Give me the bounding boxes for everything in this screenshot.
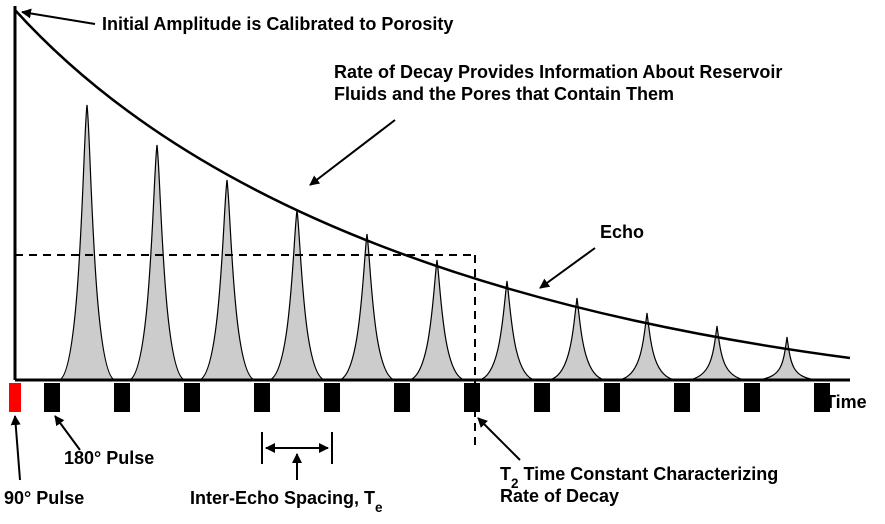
pulse-180-3 — [184, 383, 200, 412]
arrow-180-pulse — [55, 416, 80, 450]
label-rate-of-decay-line2: Fluids and the Pores that Contain Them — [334, 84, 674, 104]
echo-1 — [59, 105, 115, 380]
label-t2-line2: Rate of Decay — [500, 486, 619, 506]
arrow-t2 — [478, 418, 520, 460]
arrow-echo — [540, 248, 595, 288]
echo-7 — [479, 281, 535, 380]
label-echo: Echo — [600, 222, 644, 242]
label-rate-of-decay-line1: Rate of Decay Provides Information About… — [334, 62, 782, 82]
echo-6 — [409, 260, 465, 380]
arrow-rate-of-decay — [310, 120, 395, 185]
echo-4 — [269, 210, 325, 380]
pulse-180-2 — [114, 383, 130, 412]
echo-8 — [549, 298, 605, 380]
pulses-group — [9, 383, 830, 412]
pulse-180-7 — [464, 383, 480, 412]
echo-11 — [759, 337, 815, 380]
echoes-group — [59, 105, 815, 380]
label-180-pulse: 180° Pulse — [64, 448, 154, 468]
pulse-180-4 — [254, 383, 270, 412]
pulse-180-10 — [674, 383, 690, 412]
arrow-90-pulse — [15, 416, 20, 480]
echo-2 — [129, 145, 185, 380]
label-time: Time — [825, 392, 867, 412]
pulse-180-11 — [744, 383, 760, 412]
arrow-initial-amplitude — [22, 12, 95, 24]
label-initial-amplitude: Initial Amplitude is Calibrated to Poros… — [102, 14, 453, 34]
pulse-180-1 — [44, 383, 60, 412]
nmr-echo-decay-diagram: Initial Amplitude is Calibrated to Poros… — [0, 0, 885, 524]
label-inter-echo: Inter-Echo Spacing, Te — [190, 488, 383, 515]
pulse-90 — [9, 383, 21, 412]
pulse-180-5 — [324, 383, 340, 412]
pulse-180-6 — [394, 383, 410, 412]
pulse-180-9 — [604, 383, 620, 412]
label-90-pulse: 90° Pulse — [4, 488, 84, 508]
echo-3 — [199, 180, 255, 380]
pulse-180-8 — [534, 383, 550, 412]
